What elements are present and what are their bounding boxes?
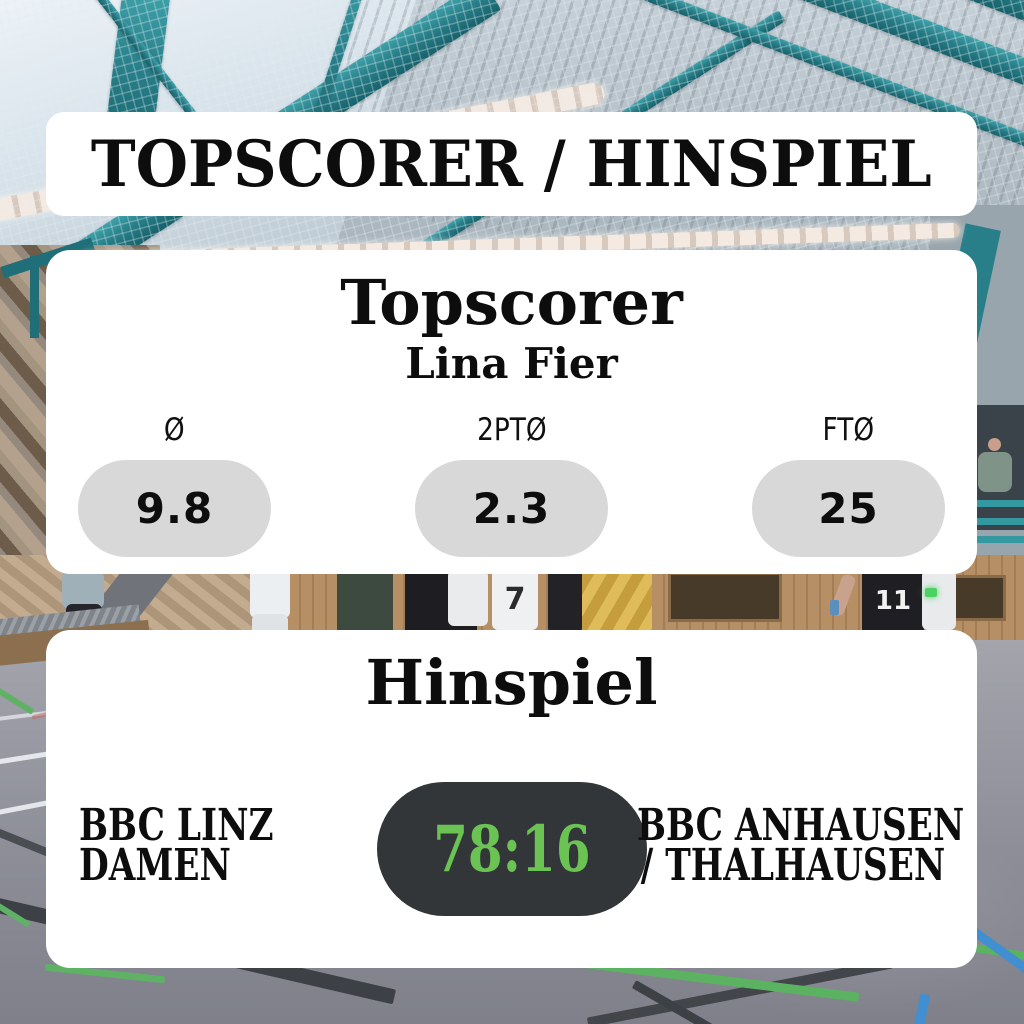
black-jersey-player-11: 11 (862, 566, 924, 636)
home-team-line1: BBC LINZ (79, 800, 274, 851)
final-score: 78:16 (432, 811, 591, 887)
spectator (978, 452, 1012, 492)
hinspiel-card: Hinspiel BBC LINZ DAMEN 78:16 BBC ANHAUS… (46, 630, 977, 968)
exit-light (925, 588, 937, 597)
wall-window (668, 572, 782, 622)
gallery-railing (932, 536, 1024, 543)
court-line-green (0, 687, 35, 715)
topscorer-player-name: Lina Fier (405, 339, 618, 389)
gallery-railing (932, 500, 1024, 507)
white-jersey-player-7: 7 (492, 568, 538, 630)
white-jersey-player (448, 570, 488, 626)
referee-shirt (62, 572, 104, 608)
home-team-line2: DAMEN (79, 840, 231, 891)
home-team-name: BBC LINZ DAMEN (79, 800, 344, 891)
water-bottle (830, 600, 839, 615)
stats-row: Ø 9.8 2PTØ 2.3 FTØ 25 (46, 412, 977, 558)
white-jersey-player (922, 570, 956, 630)
stat-value-2pt: 2.3 (472, 484, 551, 534)
away-team-line2: / THALHAUSEN (640, 840, 946, 891)
gallery-railing (932, 518, 1024, 525)
hinspiel-card-title: Hinspiel (365, 646, 658, 719)
stat-label-2pt: 2PTØ (476, 412, 547, 449)
poster-title: TOPSCORER / HINSPIEL (91, 126, 932, 202)
stat-value-average: 9.8 (135, 484, 214, 534)
stat-ft-average: FTØ 25 (752, 412, 945, 558)
spectator (988, 438, 1001, 451)
topscorer-card-title: Topscorer (340, 266, 683, 339)
stat-pill-ft: 25 (752, 460, 945, 558)
away-team-name: BBC ANHAUSEN / THALHAUSEN (637, 800, 965, 891)
stat-label-ft: FTØ (822, 412, 875, 449)
stat-2pt-average: 2PTØ 2.3 (415, 412, 608, 558)
jersey-number: 7 (504, 581, 526, 617)
stat-average: Ø 9.8 (78, 412, 271, 558)
title-banner: TOPSCORER / HINSPIEL (46, 112, 977, 216)
stat-pill-average: 9.8 (78, 460, 271, 558)
stat-label-average: Ø (164, 412, 185, 449)
jersey-number: 11 (874, 586, 912, 616)
black-jersey-player (548, 568, 582, 634)
white-jersey-player (250, 568, 290, 618)
steel-frame (30, 256, 39, 338)
score-pill: 78:16 (376, 782, 647, 916)
stat-value-ft: 25 (818, 484, 879, 534)
away-team-line1: BBC ANHAUSEN (637, 800, 965, 851)
stat-pill-2pt: 2.3 (415, 460, 608, 558)
topscorer-card: Topscorer Lina Fier Ø 9.8 2PTØ 2.3 FTØ 2… (46, 250, 977, 574)
